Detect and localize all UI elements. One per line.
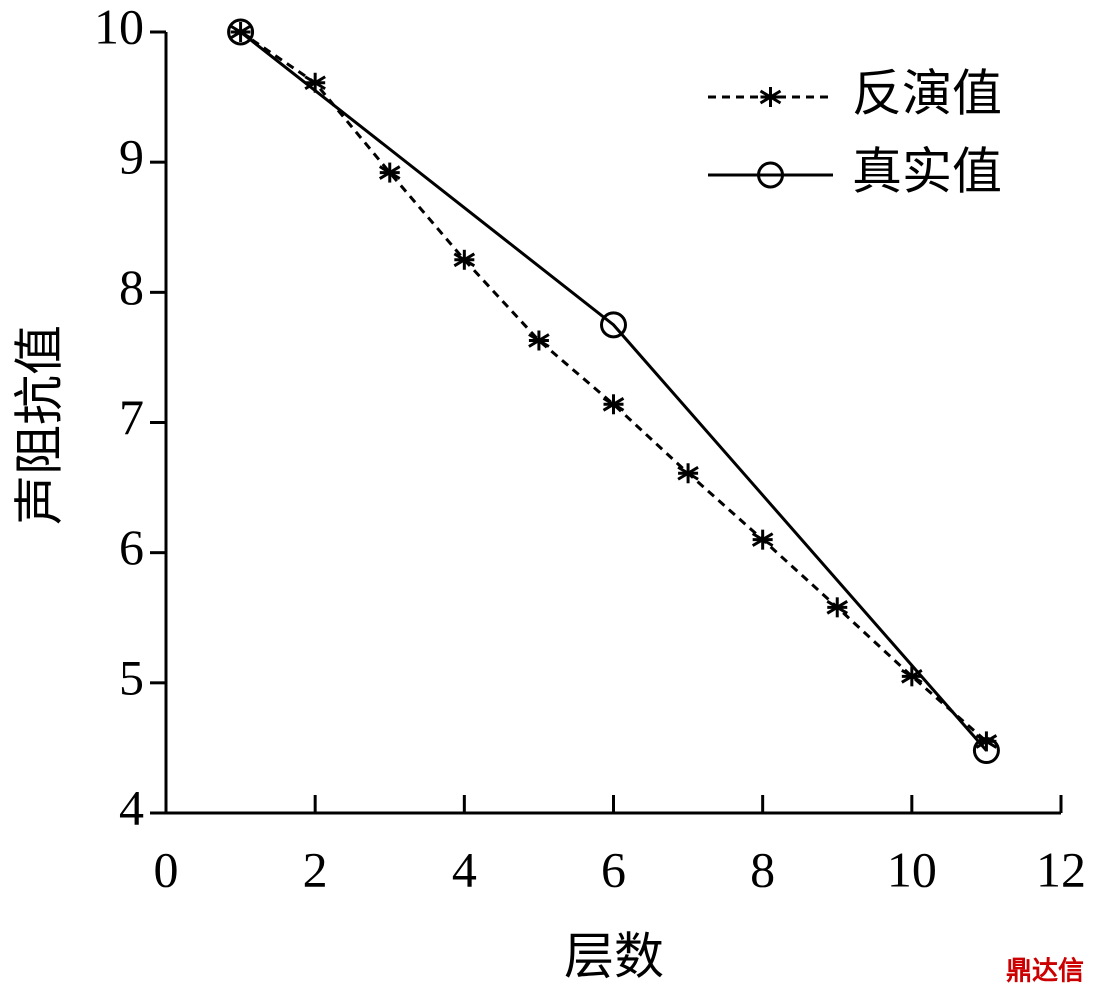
marker <box>751 529 774 550</box>
marker <box>453 249 476 270</box>
marker <box>972 737 1000 765</box>
x-tick-label: 12 <box>1036 841 1086 897</box>
x-tick-label: 2 <box>303 841 328 897</box>
marker <box>602 394 625 415</box>
watermark: 鼎达信 <box>1006 957 1084 987</box>
x-tick-label: 10 <box>887 841 937 897</box>
marker <box>757 161 784 189</box>
x-tick-label: 4 <box>452 841 477 897</box>
y-tick-label: 8 <box>119 259 144 315</box>
y-tick-label: 5 <box>119 649 144 705</box>
series-line <box>239 30 988 743</box>
y-tick-label: 10 <box>94 0 144 54</box>
marker <box>826 597 849 618</box>
x-tick-label: 6 <box>601 841 626 897</box>
series-line <box>239 30 988 752</box>
marker <box>759 87 782 107</box>
y-tick-label: 9 <box>119 129 144 185</box>
y-tick-label: 6 <box>119 519 144 575</box>
marker <box>600 311 627 339</box>
y-tick-label: 4 <box>119 779 144 835</box>
marker <box>677 463 699 484</box>
marker <box>528 330 550 351</box>
x-axis-label: 层数 <box>564 928 664 984</box>
marker <box>227 18 255 46</box>
legend-label: 反演值 <box>852 65 1002 121</box>
x-tick-label: 0 <box>154 841 179 897</box>
y-tick-label: 7 <box>119 389 144 445</box>
legend-label: 真实值 <box>852 143 1002 199</box>
marker <box>378 162 401 183</box>
marker <box>304 72 326 93</box>
y-axis-label: 声阻抗值 <box>11 325 67 525</box>
x-tick-label: 8 <box>750 841 775 897</box>
